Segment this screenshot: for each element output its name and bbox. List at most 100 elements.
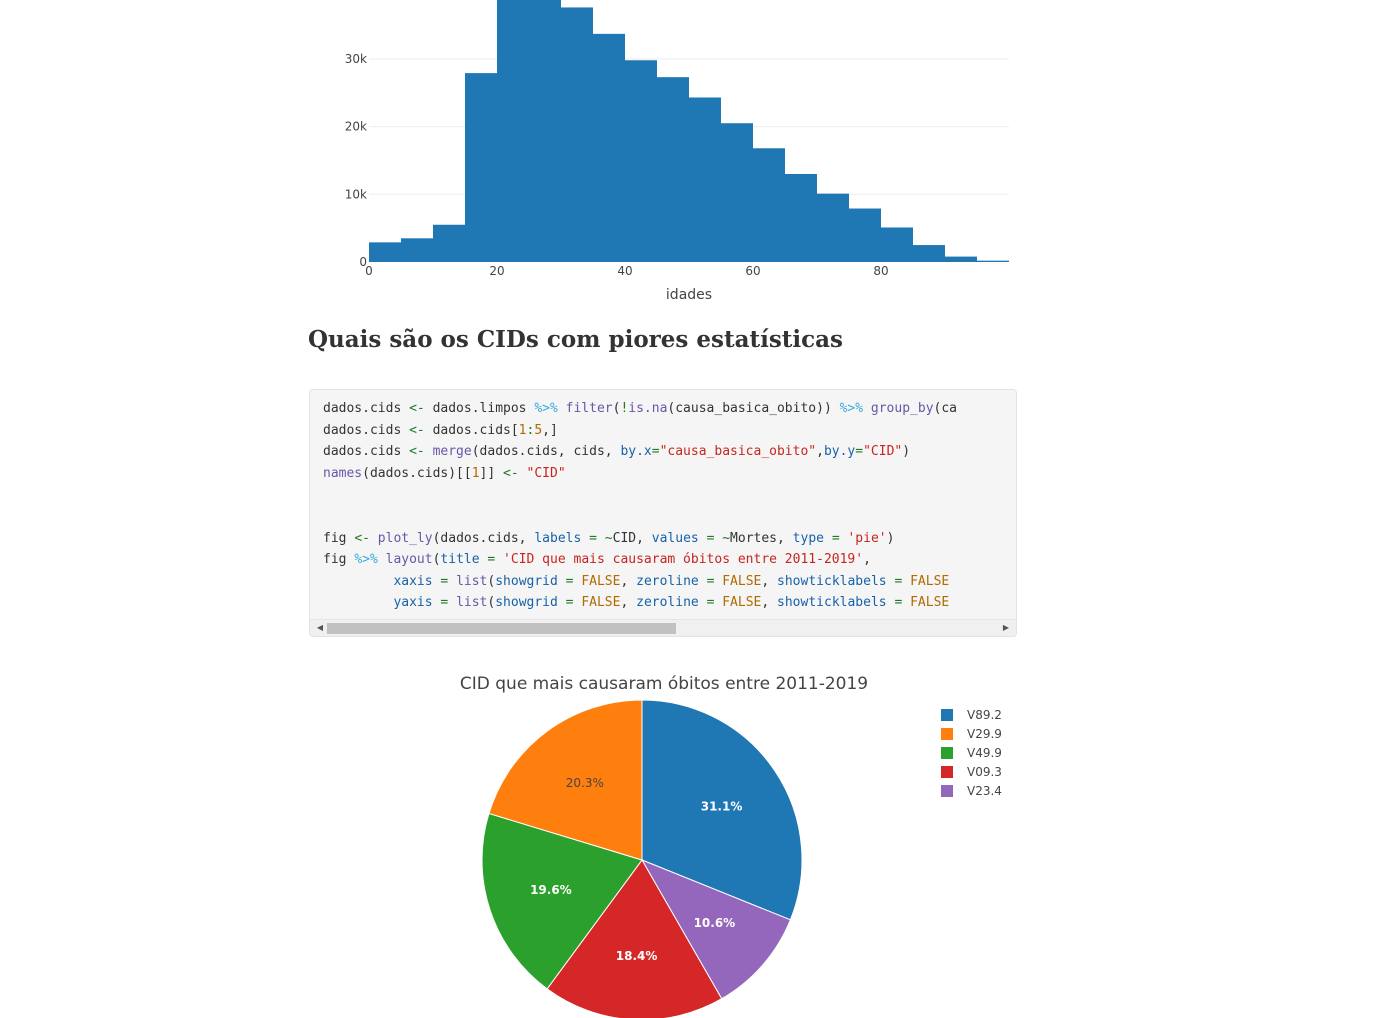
slice-label: 19.6%: [530, 883, 572, 897]
code-token: [824, 531, 832, 546]
x-tick-label: 80: [873, 264, 888, 278]
code-token: (: [432, 552, 441, 568]
code-token: [699, 531, 707, 546]
histogram-bar: [945, 256, 977, 262]
code-token: xaxis: [393, 573, 433, 589]
code-token: <-: [354, 530, 370, 546]
code-token: [863, 401, 871, 416]
code-token: 1: [518, 422, 527, 438]
code-token: dados.cids[: [424, 422, 519, 438]
code-token: dados.cids: [323, 401, 410, 416]
code-token: %>%: [534, 401, 558, 416]
slice-label: 31.1%: [701, 799, 743, 813]
code-token: =: [440, 573, 449, 589]
scroll-right-arrow-icon[interactable]: ▶: [1002, 623, 1010, 632]
code-token: (: [612, 401, 621, 416]
legend-label: V89.2: [967, 708, 1002, 722]
slice-label: 20.3%: [566, 776, 604, 790]
code-token: ,: [863, 552, 871, 568]
y-tick-label: 30k: [345, 52, 367, 66]
code-token: yaxis: [393, 595, 433, 611]
code-line: xaxis = list(showgrid = FALSE, zeroline …: [323, 571, 1015, 593]
code-token: 5: [534, 422, 543, 438]
code-token: [448, 574, 456, 589]
x-tick-label: 20: [489, 264, 504, 278]
code-token: (dados.cids)[[: [362, 465, 472, 481]
legend-label: V29.9: [967, 727, 1002, 741]
code-line: names(dados.cids)[[1]] <- "CID": [323, 463, 1015, 485]
code-token: by.y: [823, 444, 856, 460]
histogram-bar: [593, 33, 625, 263]
code-token: =: [706, 595, 715, 611]
code-line: yaxis = list(showgrid = FALSE, zeroline …: [323, 592, 1015, 614]
legend-swatch: [941, 766, 953, 778]
histogram-bar: [785, 173, 817, 262]
code-token: =: [706, 530, 715, 546]
code-token: dados.cids: [323, 422, 410, 438]
code-token: (: [487, 573, 496, 589]
code-token: =: [565, 595, 574, 611]
pie-slice: [488, 699, 643, 861]
code-token: FALSE: [910, 595, 950, 611]
scroll-left-arrow-icon[interactable]: ◀: [316, 623, 324, 632]
x-tick-label: 40: [617, 264, 632, 278]
code-token: list: [456, 573, 488, 589]
slice-label: 10.6%: [694, 916, 736, 930]
code-token: [378, 552, 386, 567]
x-tick-label: 60: [745, 264, 760, 278]
code-token: zeroline: [636, 573, 699, 589]
code-token: [323, 595, 393, 610]
code-token: FALSE: [581, 573, 621, 589]
code-token: Mortes,: [730, 530, 793, 546]
code-token: <-: [409, 422, 425, 438]
histogram-bar: [625, 60, 657, 263]
histogram-bar: [497, 0, 529, 262]
histogram-bar: [657, 77, 689, 262]
code-block: dados.cids <- dados.limpos %>% filter(!i…: [309, 389, 1017, 637]
code-token: type: [792, 530, 824, 546]
code-token: %>%: [839, 401, 864, 416]
code-token: ,]: [542, 422, 558, 438]
code-token: [323, 574, 393, 589]
histogram-bar: [561, 7, 593, 263]
code-token: showgrid: [495, 573, 558, 589]
code-token: <-: [409, 444, 425, 460]
code-token: [370, 531, 378, 546]
code-token: !: [620, 401, 629, 416]
code-line: fig <- plot_ly(dados.cids, labels = ~CID…: [323, 528, 1015, 550]
code-token: CID,: [612, 530, 652, 546]
y-tick-label: 0: [359, 255, 367, 269]
code-token: [581, 531, 589, 546]
scrollbar-thumb[interactable]: [327, 623, 676, 634]
code-token: FALSE: [722, 573, 762, 589]
code-token: FALSE: [722, 595, 762, 611]
code-token: [558, 401, 566, 416]
code-token: =: [589, 530, 597, 546]
code-token: "CID": [863, 444, 903, 460]
chart-title: CID que mais causaram óbitos entre 2011-…: [460, 674, 868, 694]
histogram-bar: [401, 238, 433, 262]
code-token: <-: [409, 401, 425, 416]
code-token: labels: [534, 530, 582, 546]
histogram-bar: [689, 97, 721, 262]
code-token: is.na: [628, 401, 668, 416]
code-token: ): [886, 530, 895, 546]
code-token: [699, 574, 707, 589]
code-token: FALSE: [581, 595, 621, 611]
code-token: plot_ly: [377, 530, 433, 546]
code-token: =: [565, 573, 574, 589]
code-token: ,: [816, 444, 824, 460]
code-token: (: [487, 595, 496, 611]
code-token: (ca: [933, 401, 958, 416]
code-token: group_by: [870, 401, 934, 416]
section-heading: Quais são os CIDs com piores estatística…: [308, 326, 844, 353]
histogram-bar: [721, 123, 753, 262]
code-token: [902, 574, 910, 589]
code-token: =: [831, 530, 840, 546]
code-token: "causa_basica_obito": [659, 444, 817, 460]
horizontal-scrollbar[interactable]: ◀ ▶: [310, 619, 1016, 636]
code-token: dados.cids: [323, 444, 410, 460]
code-token: =: [651, 444, 660, 460]
cid-pie-chart: CID que mais causaram óbitos entre 2011-…: [460, 674, 1002, 1018]
code-line: [323, 506, 1015, 528]
